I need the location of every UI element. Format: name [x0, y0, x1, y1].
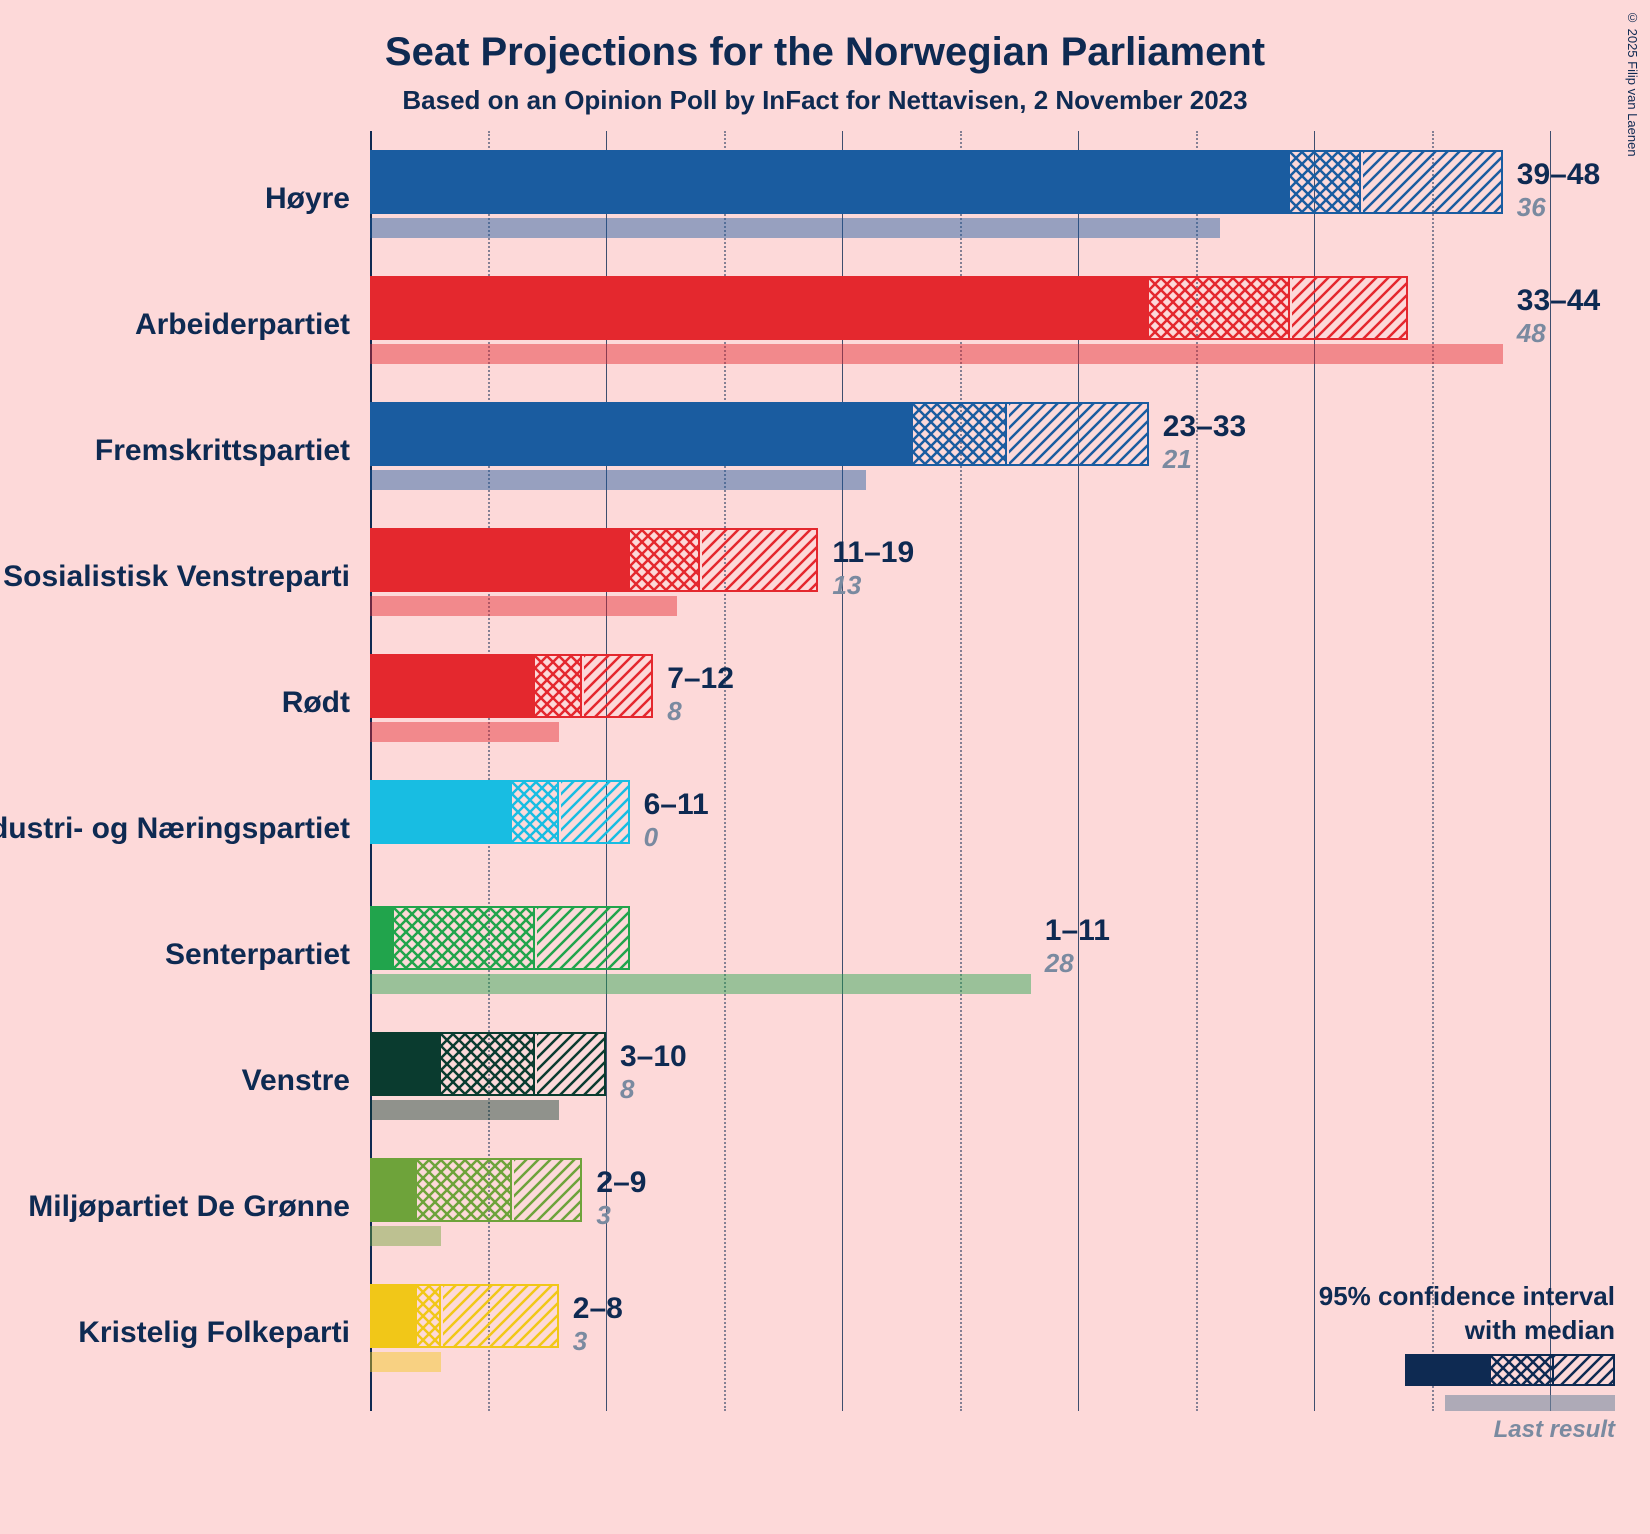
party-label: Fremskrittspartiet: [95, 434, 350, 468]
party-label: Arbeiderpartiet: [135, 308, 350, 342]
party-label: Miljøpartiet De Grønne: [28, 1190, 350, 1224]
party-label: Kristelig Folkeparti: [78, 1316, 350, 1350]
bar-segment-diagonal: [702, 530, 816, 590]
bar-segment-crosshatch: [394, 908, 536, 968]
range-value: 6–11: [644, 788, 709, 822]
projection-bar: [370, 150, 1503, 214]
range-value: 2–8: [573, 1292, 623, 1326]
copyright-notice: © 2025 Filip van Laenen: [1625, 10, 1640, 157]
bar-segment-diagonal: [514, 1160, 581, 1220]
projection-bar: [370, 1158, 582, 1222]
projection-bar: [370, 402, 1149, 466]
last-result-bar: [370, 218, 1220, 238]
last-result-value: 3: [596, 1200, 610, 1231]
bar-segment-crosshatch: [512, 782, 559, 842]
last-result-value: 8: [667, 696, 681, 727]
projection-bar: [370, 780, 630, 844]
party-row: Rødt7–128: [370, 640, 1550, 766]
bar-segment-solid: [372, 1286, 417, 1346]
party-row: Høyre39–4836: [370, 136, 1550, 262]
bar-segment-solid: [372, 278, 1149, 338]
bar-segment-crosshatch: [1149, 278, 1291, 338]
party-label: Høyre: [265, 182, 350, 216]
last-result-value: 13: [832, 570, 861, 601]
bar-segment-diagonal: [561, 782, 628, 842]
party-row: Fremskrittspartiet23–3321: [370, 388, 1550, 514]
bar-segment-diagonal: [537, 1034, 604, 1094]
chart-subtitle: Based on an Opinion Poll by InFact for N…: [0, 85, 1650, 116]
party-row: Arbeiderpartiet33–4448: [370, 262, 1550, 388]
bar-segment-crosshatch: [1290, 152, 1361, 212]
range-value: 7–12: [667, 662, 734, 696]
last-result-bar: [370, 1352, 441, 1372]
legend: 95% confidence interval with median Last…: [1319, 1280, 1615, 1444]
party-label: Industri- og Næringspartiet: [0, 812, 350, 846]
range-value: 2–9: [596, 1166, 646, 1200]
party-row: Venstre3–108: [370, 1018, 1550, 1144]
legend-ci-swatch: [1405, 1354, 1615, 1386]
seat-projection-chart: Høyre39–4836Arbeiderpartiet33–4448Fremsk…: [370, 136, 1550, 1456]
party-label: Sosialistisk Venstreparti: [3, 560, 350, 594]
party-label: Senterpartiet: [165, 938, 350, 972]
legend-ci-label: 95% confidence interval with median: [1319, 1280, 1615, 1348]
chart-title: Seat Projections for the Norwegian Parli…: [0, 0, 1650, 75]
bar-segment-crosshatch: [417, 1286, 441, 1346]
bar-segment-solid: [372, 404, 913, 464]
bar-segment-solid: [372, 1034, 441, 1094]
last-result-bar: [370, 1100, 559, 1120]
bar-segment-solid: [372, 908, 394, 968]
bar-segment-crosshatch: [441, 1034, 535, 1094]
projection-bar: [370, 276, 1408, 340]
last-result-value: 0: [644, 822, 658, 853]
party-label: Rødt: [282, 686, 350, 720]
last-result-bar: [370, 722, 559, 742]
last-result-value: 36: [1517, 192, 1546, 223]
projection-bar: [370, 906, 630, 970]
legend-last-label: Last result: [1319, 1416, 1615, 1444]
party-row: Sosialistisk Venstreparti11–1913: [370, 514, 1550, 640]
bar-segment-solid: [372, 1160, 417, 1220]
last-result-bar: [370, 1226, 441, 1246]
last-result-value: 21: [1163, 444, 1192, 475]
range-value: 3–10: [620, 1040, 687, 1074]
range-value: 11–19: [832, 536, 914, 570]
party-row: Senterpartiet1–1128: [370, 892, 1550, 1018]
bar-segment-crosshatch: [417, 1160, 511, 1220]
last-result-value: 8: [620, 1074, 634, 1105]
range-value: 1–11: [1045, 914, 1110, 948]
last-result-value: 3: [573, 1326, 587, 1357]
projection-bar: [370, 528, 818, 592]
bar-segment-crosshatch: [535, 656, 582, 716]
last-result-bar: [370, 596, 677, 616]
last-result-value: 28: [1045, 948, 1074, 979]
bar-segment-diagonal: [537, 908, 627, 968]
last-result-bar: [370, 344, 1503, 364]
bar-segment-diagonal: [443, 1286, 557, 1346]
bar-segment-solid: [372, 530, 630, 590]
bar-segment-crosshatch: [913, 404, 1007, 464]
bar-segment-diagonal: [1363, 152, 1501, 212]
range-value: 33–44: [1517, 284, 1600, 318]
bar-segment-diagonal: [1292, 278, 1406, 338]
range-value: 23–33: [1163, 410, 1246, 444]
bar-segment-solid: [372, 782, 512, 842]
party-row: Miljøpartiet De Grønne2–93: [370, 1144, 1550, 1270]
gridline: [1550, 131, 1551, 1411]
projection-bar: [370, 1032, 606, 1096]
party-row: Industri- og Næringspartiet6–110: [370, 766, 1550, 892]
projection-bar: [370, 1284, 559, 1348]
bar-segment-crosshatch: [630, 530, 701, 590]
last-result-value: 48: [1517, 318, 1546, 349]
bar-segment-diagonal: [584, 656, 651, 716]
bar-segment-solid: [372, 656, 535, 716]
last-result-bar: [370, 470, 866, 490]
range-value: 39–48: [1517, 158, 1600, 192]
legend-last-swatch: [1445, 1395, 1615, 1411]
last-result-bar: [370, 974, 1031, 994]
bar-segment-solid: [372, 152, 1290, 212]
projection-bar: [370, 654, 653, 718]
party-label: Venstre: [242, 1064, 350, 1098]
bar-segment-diagonal: [1009, 404, 1147, 464]
